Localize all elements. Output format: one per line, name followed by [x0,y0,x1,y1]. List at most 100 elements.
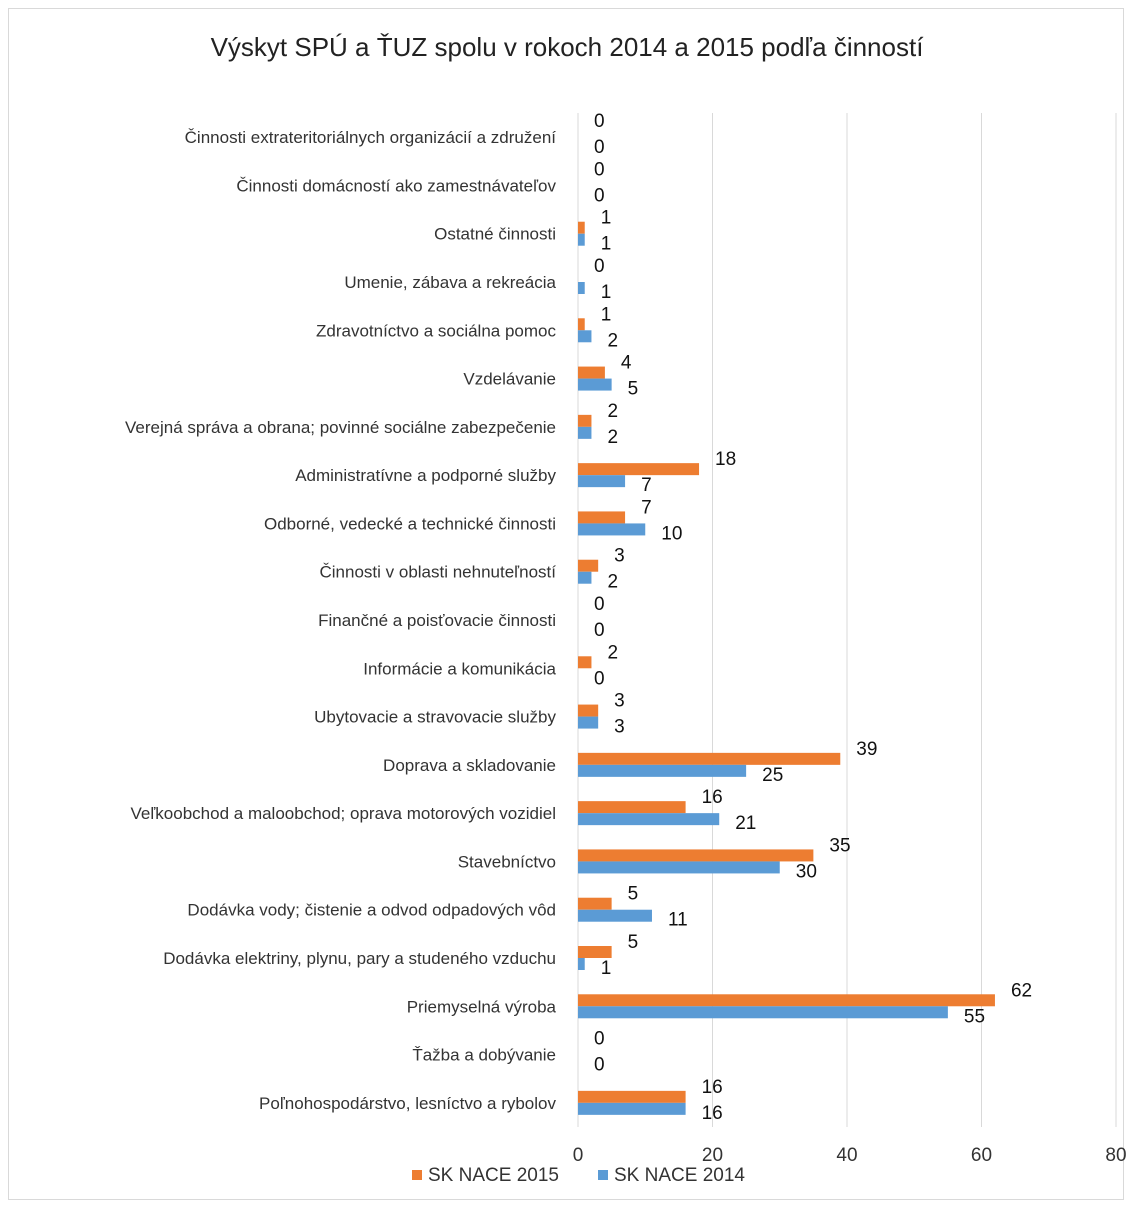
category-label: Odborné, vedecké a technické činnosti [264,514,556,533]
bar-2015 [578,414,592,427]
bar-2015 [578,801,686,814]
legend-label-2015: SK NACE 2015 [428,1165,559,1186]
bar-2014 [578,861,780,874]
value-label-2015: 0 [594,1029,605,1050]
value-label-2014: 1 [601,282,612,303]
value-label-2015: 2 [607,401,618,422]
bar-2015 [578,946,612,958]
bar-2015 [578,463,700,476]
value-label-2014: 0 [594,668,605,689]
x-tick-label: 0 [573,1145,584,1166]
value-label-2014: 2 [607,427,618,448]
value-label-2014: 0 [594,1055,605,1076]
bar-2014 [578,1006,948,1019]
bar-2015 [578,511,626,524]
bar-2014 [578,571,592,584]
x-tick-label: 60 [971,1145,992,1166]
category-label: Finančné a poisťovacie činnosti [318,611,556,630]
value-label-2014: 0 [594,137,605,158]
value-label-2014: 16 [702,1103,723,1124]
value-label-2015: 0 [594,594,605,615]
category-label: Doprava a skladovanie [383,756,556,775]
bar-2014 [578,282,585,294]
bar-2015 [578,704,599,717]
bar-2014 [578,426,592,439]
bar-2015 [578,849,814,862]
value-label-2015: 1 [601,208,612,229]
value-label-2015: 4 [621,353,632,374]
value-label-2015: 62 [1011,980,1032,1001]
value-label-2015: 5 [628,932,639,953]
value-label-2015: 39 [856,739,877,760]
category-label: Činnosti extrateritoriálnych organizácií… [185,128,557,147]
value-label-2014: 7 [641,475,652,496]
category-label: Dodávka vody; čistenie a odvod odpadovýc… [187,901,556,920]
value-label-2014: 0 [594,620,605,641]
x-tick-label: 40 [836,1145,857,1166]
bar-2014 [578,475,626,488]
category-label: Vzdelávanie [463,370,556,389]
value-label-2015: 5 [628,884,639,905]
bar-2014 [578,233,585,246]
value-label-2014: 5 [628,379,639,400]
value-label-2014: 11 [668,910,688,931]
legend-swatch-2014 [598,1170,608,1180]
value-label-2015: 3 [614,691,625,712]
bar-2014 [578,764,747,777]
value-label-2014: 21 [735,813,756,834]
x-tick-label: 80 [1105,1145,1126,1166]
category-label: Umenie, zábava a rekreácia [344,273,556,292]
value-label-2015: 35 [829,835,850,856]
value-label-2015: 0 [594,111,605,132]
value-label-2015: 0 [594,256,605,277]
chart-title: Výskyt SPÚ a ŤUZ spolu v rokoch 2014 a 2… [210,32,924,62]
category-label: Informácie a komunikácia [363,659,556,678]
category-label: Činnosti v oblasti nehnuteľností [320,563,557,582]
legend-label-2014: SK NACE 2014 [614,1165,745,1186]
legend-swatch-2015 [412,1170,422,1180]
category-label: Ťažba a dobývanie [412,1046,556,1065]
value-label-2014: 2 [607,330,618,351]
category-label: Činnosti domácností ako zamestnávateľov [236,176,556,195]
value-label-2014: 2 [607,572,618,593]
bar-2015 [578,221,585,234]
bar-2015 [578,318,585,331]
category-label: Verejná správa a obrana; povinné sociáln… [125,418,556,437]
bar-2014 [578,330,592,343]
value-label-2015: 1 [601,304,612,325]
value-label-2015: 16 [702,1077,723,1098]
category-label: Stavebníctvo [458,852,556,871]
value-label-2014: 1 [601,234,612,255]
value-label-2014: 0 [594,185,605,206]
value-label-2014: 3 [614,717,625,738]
category-label: Dodávka elektriny, plynu, pary a studené… [163,949,556,968]
category-label: Ubytovacie a stravovacie služby [314,708,556,727]
bar-2014 [578,909,652,922]
bar-2015 [578,994,995,1007]
bar-2014 [578,378,612,391]
bar-2015 [578,752,841,765]
value-label-2014: 1 [601,958,612,979]
value-label-2015: 7 [641,497,652,518]
bar-2014 [578,813,720,826]
value-label-2015: 0 [594,159,605,180]
bar-2014 [578,716,599,729]
value-label-2014: 25 [762,765,783,786]
bar-2014 [578,958,585,970]
value-label-2015: 2 [607,642,618,663]
category-label: Poľnohospodárstvo, lesníctvo a rybolov [259,1094,556,1113]
value-label-2015: 16 [702,787,723,808]
x-tick-label: 20 [702,1145,723,1166]
bar-2015 [578,897,612,910]
category-label: Priemyselná výroba [407,997,557,1016]
category-label: Veľkoobchod a maloobchod; oprava motorov… [131,804,557,823]
bar-2014 [578,523,646,536]
value-label-2014: 10 [661,523,682,544]
category-label: Ostatné činnosti [434,225,556,244]
category-label: Administratívne a podporné služby [295,466,556,485]
category-label: Zdravotníctvo a sociálna pomoc [316,321,557,340]
value-label-2014: 55 [964,1006,985,1027]
bar-2015 [578,1090,686,1103]
value-label-2014: 30 [796,861,817,882]
